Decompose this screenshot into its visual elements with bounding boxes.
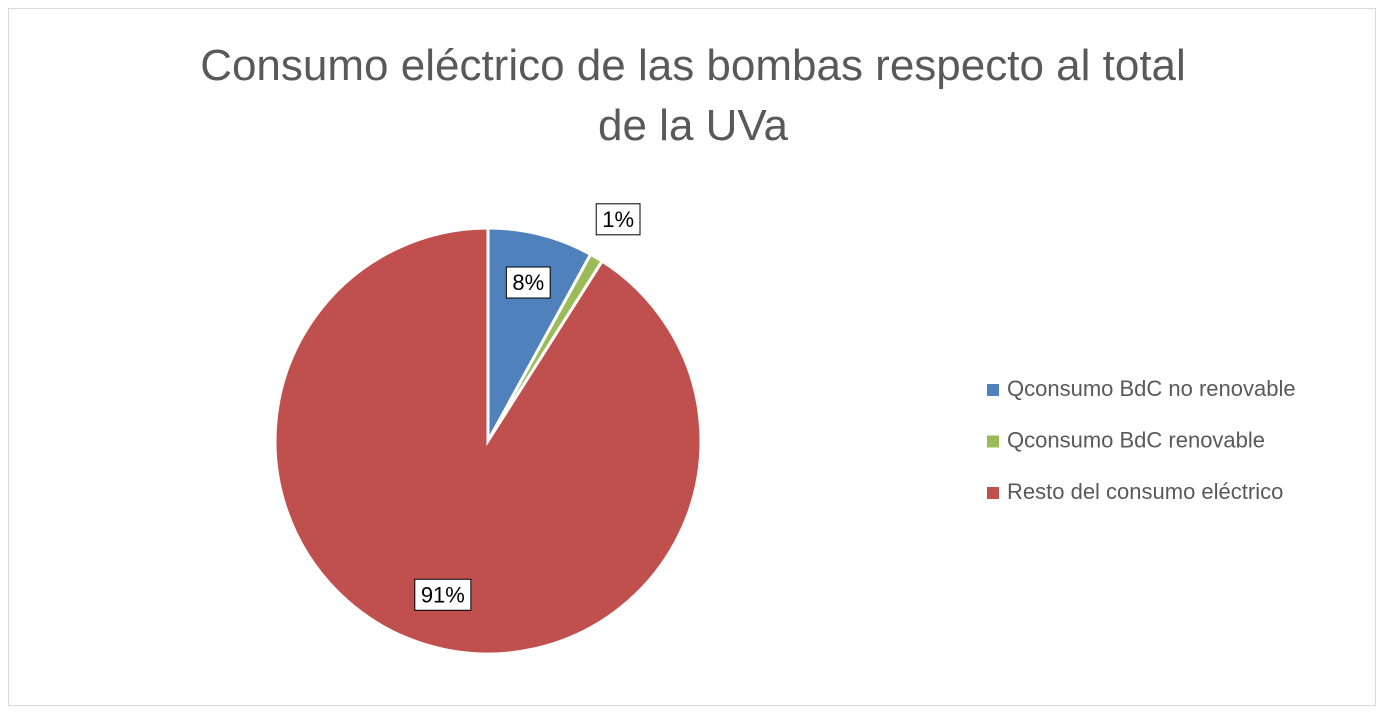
data-label-box	[505, 266, 551, 299]
legend-label: Resto del consumo eléctrico	[1007, 479, 1283, 504]
legend-swatch	[987, 487, 999, 499]
chart-title: Consumo eléctrico de las bombas respecto…	[200, 41, 1186, 150]
legend-swatch	[987, 384, 999, 396]
chart-border	[8, 8, 1376, 706]
pie-slice	[273, 226, 703, 656]
data-label: 8%	[512, 270, 544, 295]
legend-label: Qconsumo BdC renovable	[1007, 427, 1265, 452]
legend-label: Qconsumo BdC no renovable	[1007, 376, 1296, 401]
data-label-box	[595, 203, 641, 236]
data-label: 91%	[421, 582, 465, 607]
data-label: 1%	[602, 207, 634, 232]
data-label-box	[414, 578, 472, 611]
legend-swatch	[987, 435, 999, 448]
